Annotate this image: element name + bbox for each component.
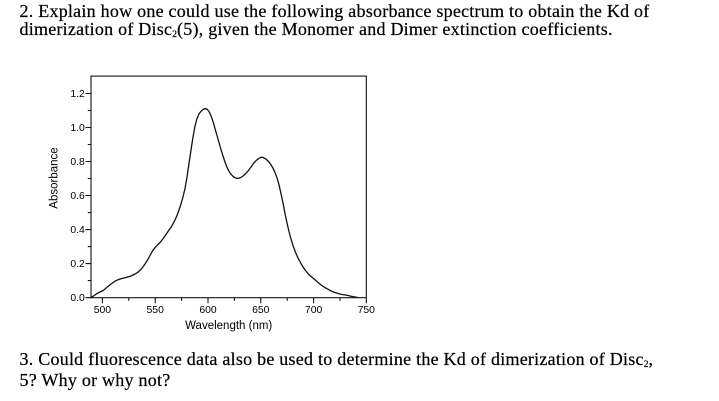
svg-text:0.0: 0.0 — [70, 293, 85, 304]
svg-text:500: 500 — [94, 305, 112, 316]
svg-text:700: 700 — [305, 305, 323, 316]
svg-text:600: 600 — [199, 305, 217, 316]
svg-text:Absorbance: Absorbance — [49, 147, 61, 208]
svg-text:0.8: 0.8 — [70, 157, 85, 168]
svg-text:650: 650 — [252, 305, 270, 316]
svg-text:0.2: 0.2 — [70, 259, 85, 270]
svg-text:1.0: 1.0 — [70, 123, 85, 134]
svg-text:Wavelength (nm): Wavelength (nm) — [185, 320, 272, 332]
svg-text:0.6: 0.6 — [70, 191, 85, 202]
svg-text:550: 550 — [147, 305, 165, 316]
svg-text:0.4: 0.4 — [70, 225, 85, 236]
svg-text:1.2: 1.2 — [70, 89, 85, 100]
svg-text:750: 750 — [358, 305, 376, 316]
